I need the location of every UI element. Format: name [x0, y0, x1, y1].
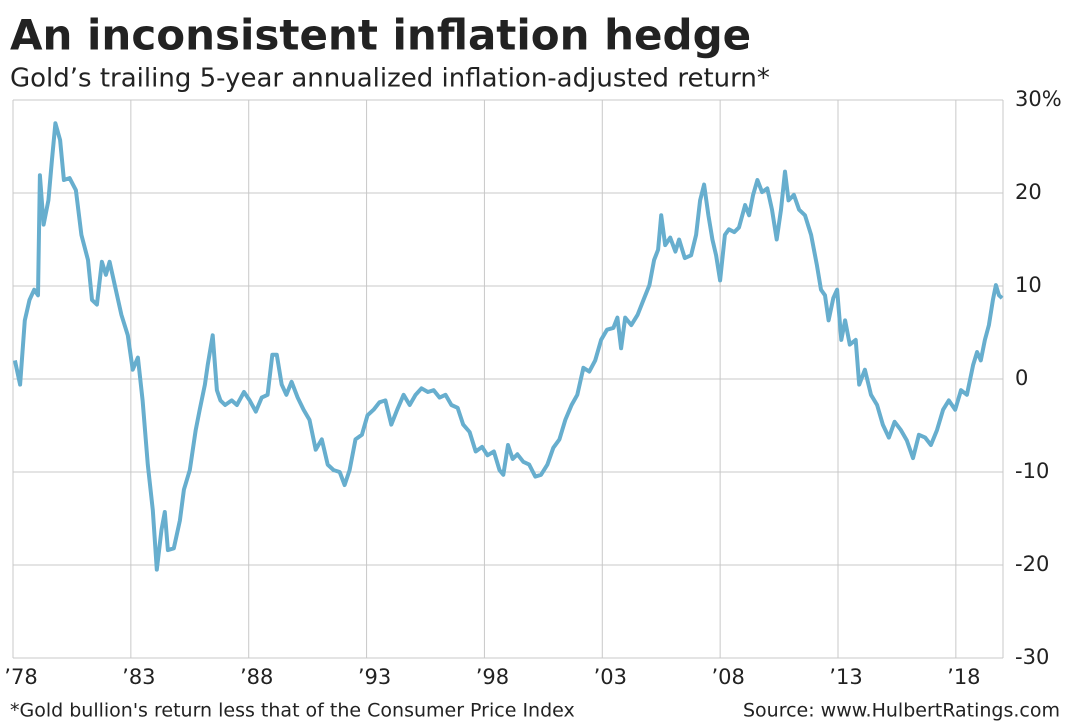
chart-subtitle: Gold’s trailing 5-year annualized inflat…	[10, 64, 770, 94]
x-tick-label: ’83	[122, 665, 155, 689]
x-tick-label: ’88	[240, 665, 273, 689]
y-tick-label: -30	[1015, 645, 1049, 669]
x-tick-label: ’78	[4, 665, 37, 689]
x-tick-label: ’08	[711, 665, 744, 689]
footnote: *Gold bullion's return less that of the …	[10, 700, 575, 722]
y-tick-label: 0	[1015, 366, 1028, 390]
x-tick-label: ’93	[358, 665, 391, 689]
y-tick-label: 20	[1015, 180, 1042, 204]
y-tick-label: -10	[1015, 459, 1049, 483]
x-tick-label: ’98	[476, 665, 509, 689]
y-tick-label: 30%	[1015, 87, 1062, 111]
x-tick-label: ’13	[829, 665, 862, 689]
source: Source: www.HulbertRatings.com	[743, 700, 1060, 722]
data-line	[12, 121, 1004, 572]
y-tick-label: 10	[1015, 273, 1042, 297]
x-tick-label: ’18	[947, 665, 980, 689]
chart-title: An inconsistent inflation hedge	[10, 11, 751, 60]
x-tick-label: ’03	[594, 665, 627, 689]
y-tick-label: -20	[1015, 552, 1049, 576]
